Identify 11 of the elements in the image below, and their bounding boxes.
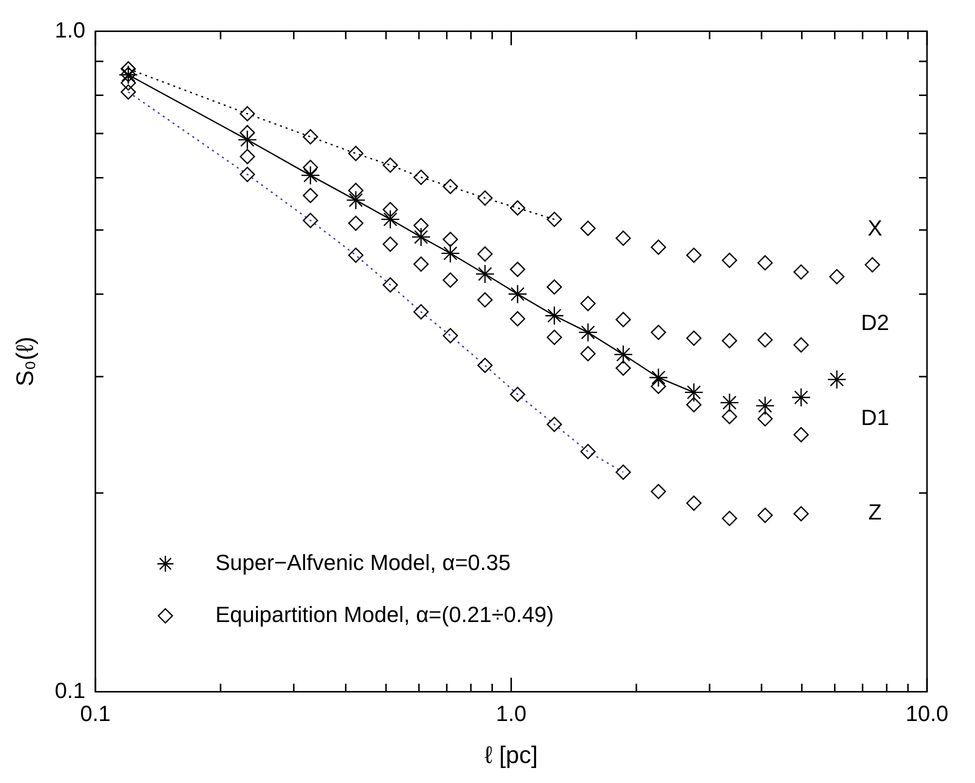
x-tick-label: 1.0 <box>496 701 526 726</box>
annotation: D1 <box>860 404 890 430</box>
x-tick-label: 10.0 <box>906 701 948 726</box>
annotation: D2 <box>860 310 890 336</box>
legend-label: Equipartition Model, α=(0.21÷0.49) <box>215 602 554 627</box>
x-axis-title: ℓ [pc] <box>484 742 538 770</box>
legend-label: Super−Alfvenic Model, α=0.35 <box>215 550 511 575</box>
annotation: Z <box>868 500 882 524</box>
x-tick-label: 0.1 <box>80 701 111 726</box>
y-axis-title: S₀(ℓ) <box>12 336 40 386</box>
annotation: X <box>868 215 883 240</box>
